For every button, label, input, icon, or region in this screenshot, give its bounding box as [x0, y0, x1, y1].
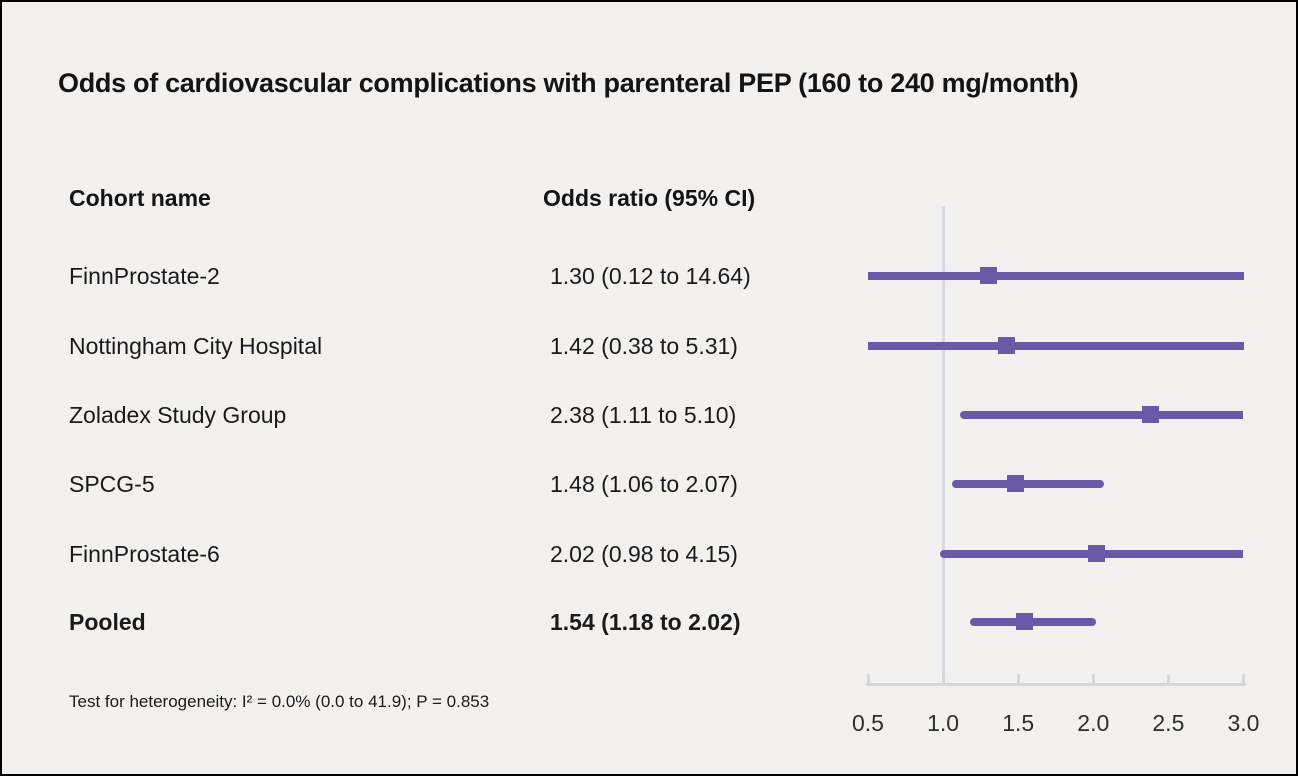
column-header-odds-ratio: Odds ratio (95% CI)	[543, 185, 756, 211]
forest-row: FinnProstate-6 2.02 (0.98 to 4.15)	[2, 537, 1296, 571]
x-axis-tick	[1091, 674, 1095, 684]
x-axis-baseline	[866, 683, 1246, 686]
x-axis-tick	[1166, 674, 1170, 684]
estimate-marker	[1087, 545, 1105, 562]
cohort-label: Nottingham City Hospital	[69, 333, 323, 359]
column-header-cohort-name: Cohort name	[69, 185, 211, 211]
x-axis-tick-label: 2.5	[1152, 710, 1185, 736]
estimate-marker	[979, 267, 997, 284]
reference-line-or-1	[941, 206, 945, 686]
estimate-marker	[1015, 613, 1033, 630]
cohort-label: SPCG-5	[69, 471, 155, 497]
x-axis-tick-label: 1.0	[927, 710, 960, 736]
estimate-marker	[1141, 406, 1159, 423]
x-axis-tick	[941, 674, 945, 684]
cohort-label: FinnProstate-6	[69, 541, 220, 567]
x-axis-tick	[1242, 674, 1245, 684]
confidence-interval-line	[959, 411, 1244, 419]
heterogeneity-footnote: Test for heterogeneity: I² = 0.0% (0.0 t…	[69, 692, 490, 711]
x-axis-tick-label: 0.5	[852, 710, 884, 736]
forest-row: Pooled 1.54 (1.18 to 2.02)	[2, 605, 1296, 639]
odds-ratio-value: 1.30 (0.12 to 14.64)	[550, 263, 751, 289]
confidence-interval-line	[868, 342, 1244, 350]
forest-row: Zoladex Study Group 2.38 (1.11 to 5.10)	[2, 398, 1296, 432]
cohort-label: Zoladex Study Group	[69, 402, 287, 428]
odds-ratio-value: 1.54 (1.18 to 2.02)	[550, 609, 741, 635]
confidence-interval-line	[868, 272, 1244, 280]
odds-ratio-value: 1.42 (0.38 to 5.31)	[550, 333, 738, 359]
odds-ratio-value: 2.38 (1.11 to 5.10)	[550, 402, 737, 428]
confidence-interval-line	[952, 480, 1104, 488]
x-axis-tick-label: 1.5	[1002, 710, 1035, 736]
x-axis-tick	[1016, 674, 1020, 684]
cohort-label: Pooled	[69, 609, 146, 635]
estimate-marker	[997, 337, 1015, 354]
cohort-label: FinnProstate-2	[69, 263, 220, 289]
odds-ratio-value: 2.02 (0.98 to 4.15)	[550, 541, 738, 567]
estimate-marker	[1006, 475, 1024, 492]
x-axis-tick-label: 3.0	[1227, 710, 1260, 736]
forest-row: FinnProstate-2 1.30 (0.12 to 14.64)	[2, 259, 1296, 293]
odds-ratio-value: 1.48 (1.06 to 2.07)	[550, 471, 738, 497]
chart-title: Odds of cardiovascular complications wit…	[58, 68, 1079, 98]
x-axis-tick	[866, 674, 870, 684]
forest-row: Nottingham City Hospital 1.42 (0.38 to 5…	[2, 329, 1296, 363]
confidence-interval-line	[970, 618, 1097, 626]
x-axis-tick-label: 2.0	[1077, 710, 1110, 736]
forest-row: SPCG-5 1.48 (1.06 to 2.07)	[2, 467, 1296, 501]
